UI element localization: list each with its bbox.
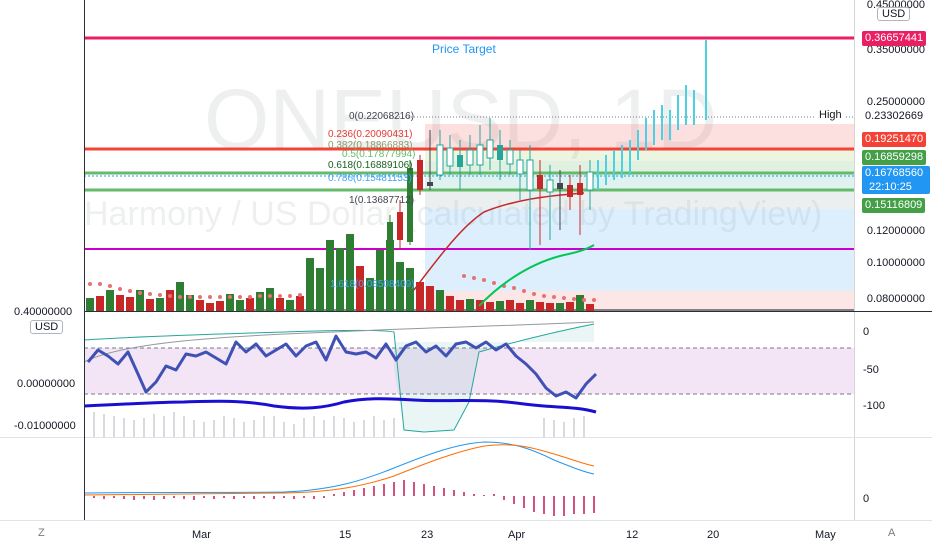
osc1-left-tick: -0.01000000 xyxy=(14,420,76,432)
time-tick: 20 xyxy=(707,529,720,541)
osc1-left-tick: 0.00000000 xyxy=(17,378,76,390)
chart-left-border xyxy=(84,0,85,520)
timezone-button[interactable]: Z xyxy=(38,527,45,539)
auto-scale-button[interactable]: A xyxy=(888,527,896,539)
high-label: High xyxy=(816,109,845,121)
price-tag-current-box xyxy=(862,166,930,194)
price-tag-current: 0.16768560 xyxy=(865,167,924,179)
osc-green-fill xyxy=(394,324,594,432)
oscillator-pane-2[interactable] xyxy=(84,438,854,520)
oscillator-pane-1[interactable] xyxy=(84,312,854,438)
fib-zone-teal xyxy=(425,173,854,189)
price-chart-canvas[interactable]: ONEUSD, 1D Harmony / US Dollar (calculat… xyxy=(84,0,854,312)
price-tick: 0.10000000 xyxy=(866,257,925,269)
fib-label: 0(0.22068216) xyxy=(349,111,415,122)
fib-label: 0.382(0.18866883) xyxy=(328,140,413,151)
projected-candles xyxy=(597,40,707,190)
fib-label: 0.5(0.17877994) xyxy=(342,149,416,160)
fib-label: 0.786(0.15481153) xyxy=(328,173,412,184)
pane-separator[interactable] xyxy=(84,311,932,312)
fib-zone-grey xyxy=(425,189,854,209)
oscillator-1-axis[interactable]: 0 -50 -100 xyxy=(854,312,932,438)
price-tag-resistance: 0.19251470 xyxy=(862,132,927,147)
price-candles xyxy=(387,118,594,260)
oscillator-2-axis[interactable]: 0 xyxy=(854,438,932,520)
currency-selector[interactable]: USD xyxy=(877,7,911,21)
osc-main-line xyxy=(86,334,598,400)
osc-signal-line xyxy=(84,397,597,414)
osc1-right-tick: -100 xyxy=(863,400,886,412)
price-tick: 0.08000000 xyxy=(866,293,925,305)
price-tag-high: 0.23302669 xyxy=(862,109,927,124)
fib-label: 1(0.13687712) xyxy=(349,195,415,206)
oscillator-2-canvas[interactable] xyxy=(84,438,854,520)
osc-histogram xyxy=(93,412,585,438)
time-axis-separator xyxy=(0,520,932,521)
price-tick: 0.35000000 xyxy=(866,44,925,56)
time-tick: May xyxy=(815,529,836,541)
green-ma-curve xyxy=(478,244,595,307)
watermark-name: Harmony / US Dollar (calculated by Tradi… xyxy=(84,195,822,233)
price-tag-target: 0.36657441 xyxy=(862,31,927,46)
macd-histogram xyxy=(93,480,595,516)
signal-line xyxy=(84,444,595,496)
fib-label: 0.618(0.16889106) xyxy=(328,160,413,171)
price-target-label: Price Target xyxy=(432,42,496,56)
price-tick: 0.12000000 xyxy=(866,225,925,237)
osc-grey-line xyxy=(84,321,595,363)
time-tick: 15 xyxy=(339,529,352,541)
time-tick: Apr xyxy=(508,529,526,541)
pane-separator-2[interactable] xyxy=(0,437,932,438)
fib-zone-red xyxy=(425,124,854,149)
time-tick: 23 xyxy=(421,529,434,541)
price-tag-green-upper: 0.16859298 xyxy=(862,150,927,165)
osc1-currency[interactable]: USD xyxy=(30,320,64,334)
countdown-timer: 22:10:25 xyxy=(869,181,912,193)
osc1-left-top: 0.40000000 xyxy=(14,306,73,318)
osc1-right-tick: 0 xyxy=(863,326,870,338)
fib-zone-green xyxy=(425,161,854,173)
osc2-right-tick: 0 xyxy=(863,493,870,505)
time-tick: 12 xyxy=(626,529,639,541)
price-pane[interactable]: ONEUSD, 1D Harmony / US Dollar (calculat… xyxy=(84,0,854,312)
time-tick: Mar xyxy=(192,529,211,541)
macd-line xyxy=(84,441,595,494)
price-tick: 0.45000000 xyxy=(866,0,925,11)
osc1-right-tick: -50 xyxy=(863,364,879,376)
psar-dots xyxy=(88,274,596,302)
fib-zone-olive xyxy=(425,149,854,161)
oscillator-1-canvas[interactable] xyxy=(84,312,854,438)
price-tick: 0.25000000 xyxy=(866,96,925,108)
fib-label: 0.236(0.20090431) xyxy=(328,129,413,140)
price-tag-green-lower: 0.15116809 xyxy=(862,198,926,213)
fib-label: 1.618(0.08508409) xyxy=(330,279,415,290)
